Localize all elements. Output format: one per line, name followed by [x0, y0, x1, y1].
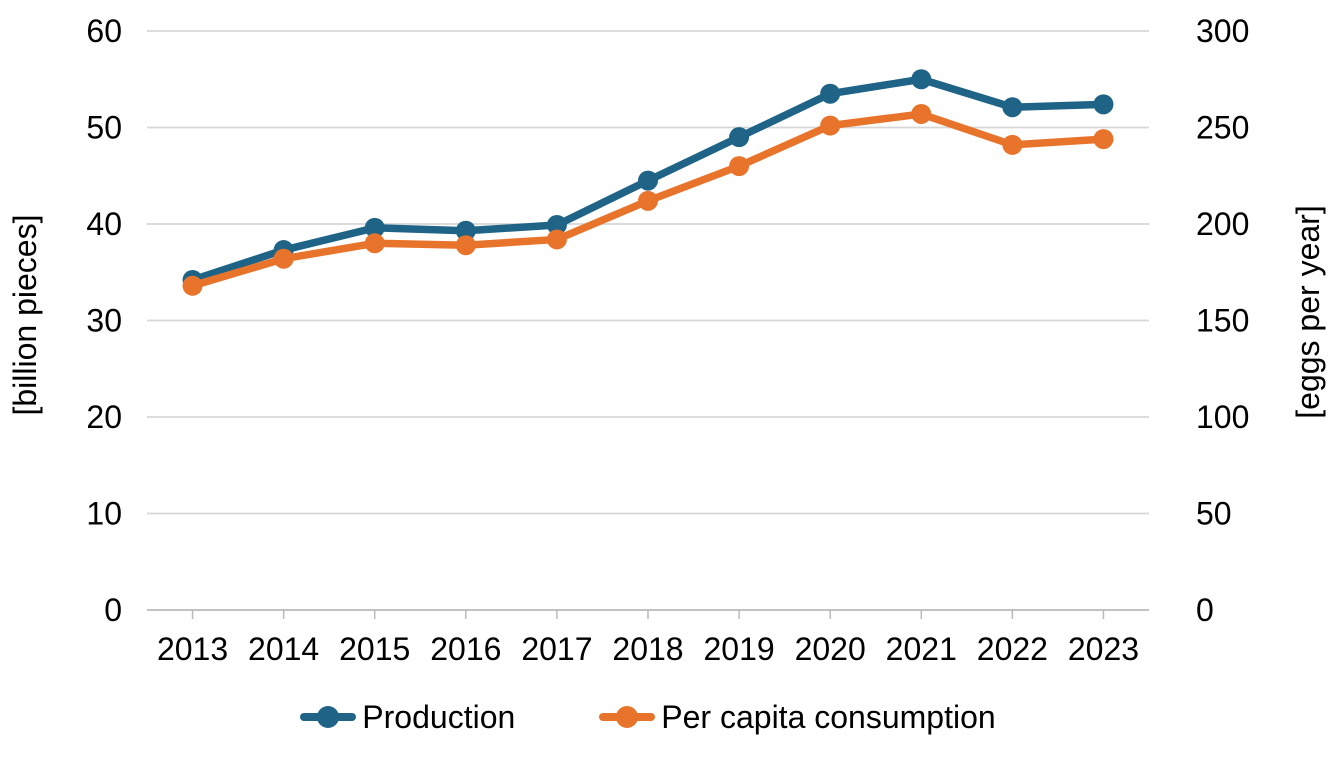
per-capita-consumption-marker-2015 — [364, 233, 385, 254]
y-tick-label-left: 20 — [86, 399, 122, 435]
x-tick-label: 2016 — [430, 631, 501, 667]
legend-item-production: Production — [300, 699, 515, 736]
x-tick-label: 2019 — [703, 631, 774, 667]
per-capita-consumption-legend-label: Per capita consumption — [661, 698, 996, 735]
production-legend-label: Production — [362, 698, 516, 735]
y-tick-label-left: 60 — [86, 13, 122, 49]
production-marker-2017 — [546, 214, 567, 235]
x-tick-label: 2015 — [339, 631, 410, 667]
per-capita-consumption-marker-2020 — [820, 115, 841, 136]
legend-item-per-capita-consumption: Per capita consumption — [599, 698, 996, 736]
per-capita-consumption-marker-2016 — [455, 235, 476, 256]
production-marker-2015 — [364, 217, 385, 238]
production-legend-dot-icon — [317, 706, 340, 728]
y-tick-label-right: 150 — [1196, 303, 1249, 339]
per-capita-consumption-marker-2017 — [546, 229, 567, 250]
left-axis-title: [billion pieces] — [7, 214, 43, 416]
y-tick-label-right: 300 — [1196, 13, 1249, 49]
production-marker-2016 — [455, 220, 476, 241]
production-marker-2021 — [911, 69, 932, 90]
y-tick-label-left: 40 — [86, 206, 122, 242]
per-capita-consumption-marker-2018 — [638, 190, 658, 211]
per-capita-consumption-legend-dot-icon — [616, 706, 639, 728]
production-legend-marker — [300, 706, 357, 728]
right-axis-title: [eggs per year] — [1290, 205, 1326, 419]
per-capita-consumption-marker-2019 — [729, 156, 750, 177]
y-tick-label-left: 0 — [104, 592, 122, 628]
production-marker-2019 — [729, 127, 750, 148]
legend: Production Per capita consumption — [147, 694, 1149, 740]
y-tick-label-left: 10 — [86, 496, 122, 532]
x-tick-label: 2022 — [977, 631, 1048, 667]
production-marker-2018 — [638, 170, 658, 191]
per-capita-consumption-marker-2021 — [911, 103, 932, 124]
x-tick-label: 2017 — [521, 631, 592, 667]
per-capita-consumption-marker-2013 — [182, 275, 203, 296]
x-tick-label: 2021 — [886, 631, 957, 667]
x-tick-label: 2023 — [1068, 631, 1139, 667]
per-capita-consumption-marker-2022 — [1002, 134, 1023, 155]
y-tick-label-left: 50 — [86, 110, 122, 146]
per-capita-consumption-marker-2023 — [1093, 129, 1114, 150]
y-tick-label-right: 0 — [1196, 592, 1214, 628]
x-tick-label: 2020 — [795, 631, 866, 667]
production-marker-2023 — [1093, 94, 1114, 115]
x-tick-label: 2018 — [612, 631, 683, 667]
y-tick-label-left: 30 — [86, 303, 122, 339]
production-marker-2020 — [820, 83, 841, 104]
y-tick-label-right: 250 — [1196, 110, 1249, 146]
x-tick-label: 2014 — [248, 631, 319, 667]
y-tick-label-right: 200 — [1196, 206, 1249, 242]
y-tick-label-right: 100 — [1196, 399, 1249, 435]
per-capita-consumption-legend-marker — [599, 706, 656, 728]
x-tick-label: 2013 — [157, 631, 228, 667]
per-capita-consumption-marker-2014 — [273, 248, 294, 269]
production-marker-2022 — [1002, 97, 1023, 118]
y-tick-label-right: 50 — [1196, 496, 1232, 532]
